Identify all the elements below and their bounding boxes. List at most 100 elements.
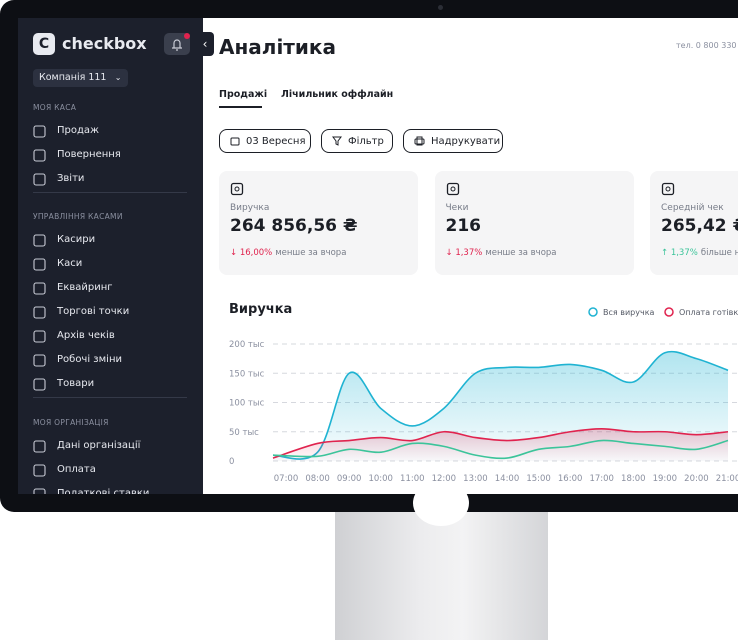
line	[272, 350, 729, 460]
menu-icon	[33, 354, 46, 367]
chart-title: Виручка	[229, 302, 292, 317]
x-tick-label: 09:00	[337, 474, 362, 484]
x-tick-label: 12:00	[432, 474, 457, 484]
y-tick-label: 50 тыс	[229, 428, 259, 438]
menu-icon	[33, 306, 46, 319]
x-tick-label: 16:00	[558, 474, 583, 484]
logo: C	[33, 33, 55, 55]
tab[interactable]: Продажі	[219, 89, 268, 100]
filter-button[interactable]: Фільтр	[321, 129, 393, 153]
x-tick-label: 15:00	[526, 474, 551, 484]
menu-label: Еквайринг	[57, 282, 113, 293]
section-title: МОЯ КАСА	[33, 103, 77, 112]
menu-icon	[33, 440, 46, 453]
menu-item[interactable]: Торгові точки	[33, 304, 187, 322]
menu-icon	[33, 234, 46, 247]
brand: checkbox	[62, 34, 147, 53]
change-note: більше ні	[700, 248, 738, 258]
menu-item[interactable]: Товари	[33, 376, 187, 394]
section-title: МОЯ ОРГАНІЗАЦІЯ	[33, 418, 109, 427]
menu-label: Оплата	[57, 464, 96, 475]
bell-icon	[172, 33, 190, 51]
menu-icon	[33, 125, 46, 138]
menu-label: Повернення	[57, 149, 121, 160]
x-tick-label: 10:00	[368, 474, 393, 484]
menu-label: Торгові точки	[57, 306, 130, 317]
company-select[interactable]: Компанія 111 ⌄	[33, 69, 129, 87]
card-change: ↑ 1,37%більше ні	[661, 248, 738, 258]
x-tick-label: 07:00	[274, 474, 299, 484]
separator	[33, 192, 187, 193]
print-icon	[414, 136, 425, 146]
card-change: ↓ 1,37% менше за вчора	[446, 248, 557, 258]
card-change: ↓ 16,00% менше за вчора	[230, 248, 346, 258]
menu-item[interactable]: Касири	[33, 232, 187, 250]
menu-label: Дані організації	[57, 440, 141, 451]
menu-item[interactable]: Дані організації	[33, 438, 187, 456]
menu-icon	[33, 378, 46, 391]
card-icon	[661, 182, 675, 196]
menu-item[interactable]: Робочі зміни	[33, 352, 187, 370]
menu-label: Робочі зміни	[57, 354, 122, 365]
tab[interactable]: Лічильник оффлайн	[281, 89, 394, 100]
x-tick-label: 11:00	[400, 474, 425, 484]
menu-label: Каси	[57, 258, 83, 269]
y-tick-label: 150 тыс	[229, 369, 265, 379]
change-percent: ↑ 1,37%	[661, 248, 698, 258]
stat-card: Чеки 216 ↓ 1,37% менше за вчора	[434, 171, 634, 275]
menu-label: Касири	[57, 234, 96, 245]
legend-marker	[664, 307, 674, 317]
menu-item[interactable]: Продаж	[33, 123, 187, 141]
legend-label: Оплата готівкою	[679, 308, 738, 317]
sidebar: C checkbox Компанія 111 ⌄ МОЯ КАСА Продаж П…	[18, 18, 203, 494]
x-tick-label: 14:00	[495, 474, 520, 484]
menu-icon	[33, 149, 46, 162]
x-tick-label: 13:00	[463, 474, 488, 484]
menu-item[interactable]: Оплата	[33, 462, 187, 480]
monitor-stand	[335, 512, 548, 640]
menu-item[interactable]: Архів чеків	[33, 328, 187, 346]
line	[272, 428, 729, 459]
menu-item[interactable]: Каси	[33, 256, 187, 274]
y-tick-label: 200 тыс	[229, 340, 265, 350]
card-label: Виручка	[230, 203, 270, 213]
x-tick-label: 21:00	[716, 474, 738, 484]
menu-icon	[33, 282, 46, 295]
button-label: Надрукувати	[431, 135, 501, 147]
collapse-button[interactable]: ‹	[196, 32, 214, 56]
y-tick-label: 0	[229, 457, 234, 467]
page-title: Аналітика	[219, 35, 336, 59]
company: Компанія 111	[39, 72, 107, 83]
change-percent: ↓ 16,00%	[230, 248, 273, 258]
date-button[interactable]: 03 Вересня	[219, 129, 311, 153]
card-icon	[230, 182, 244, 196]
change-note: менше за вчора	[485, 248, 557, 258]
card-value: 265,42 ₴	[661, 216, 738, 236]
chart: Виручка 0 50 тыс 100 тыс 150 тыс 200 тыс 07:0…	[229, 302, 738, 484]
menu-item[interactable]: Повернення	[33, 147, 187, 165]
filter-icon	[332, 136, 342, 146]
phone: тел. 0 800 330 3	[676, 41, 738, 50]
legend-marker	[588, 307, 598, 317]
menu-label: Звіти	[57, 173, 85, 184]
menu-item[interactable]: Звіти	[33, 171, 187, 189]
notifications[interactable]	[164, 33, 190, 55]
menu-item[interactable]: Податкові ставки	[33, 486, 187, 494]
screen: C checkbox Компанія 111 ⌄ МОЯ КАСА Продаж П…	[18, 18, 738, 494]
area	[273, 428, 728, 461]
card-label: Середній чек	[661, 203, 724, 213]
x-tick-label: 17:00	[589, 474, 614, 484]
button-label: Фільтр	[348, 135, 384, 147]
menu-icon	[33, 330, 46, 343]
y-tick-label: 100 тыс	[229, 399, 265, 409]
x-tick-label: 19:00	[653, 474, 678, 484]
x-tick-label: 08:00	[305, 474, 330, 484]
print-button[interactable]: Надрукувати	[403, 129, 503, 153]
menu-item[interactable]: Еквайринг	[33, 280, 187, 298]
menu-icon	[33, 173, 46, 186]
menu-icon	[33, 258, 46, 271]
separator	[33, 397, 187, 398]
tab-underline	[219, 106, 262, 108]
menu-label: Товари	[57, 378, 95, 389]
